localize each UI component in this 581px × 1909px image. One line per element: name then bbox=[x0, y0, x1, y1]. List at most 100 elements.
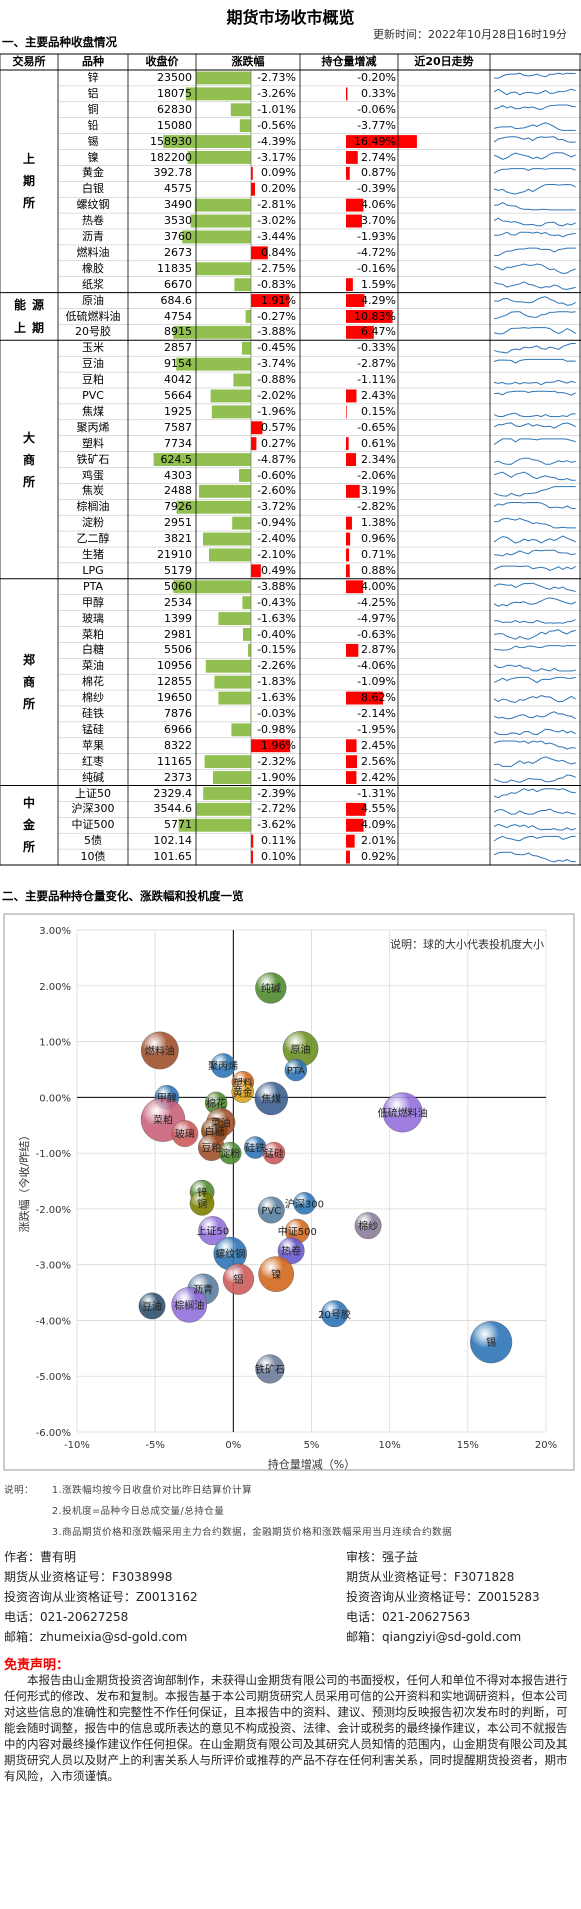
oi-change: -0.65% bbox=[357, 420, 396, 434]
bubble-label: 纯碱 bbox=[261, 982, 281, 995]
change-pct: -0.88% bbox=[257, 373, 296, 387]
close-price: 624.5 bbox=[160, 452, 193, 466]
variety-name: 淀粉 bbox=[82, 516, 104, 530]
bubble-label: 低硫燃料油 bbox=[378, 1106, 428, 1119]
page-title: 期货市场收市概览 bbox=[226, 8, 355, 27]
sparkline bbox=[493, 231, 576, 238]
author-license: 期货从业资格证号：F3038998 bbox=[4, 1570, 173, 1584]
oi-change: 4.06% bbox=[361, 198, 396, 212]
variety-name: 沪深300 bbox=[71, 802, 115, 816]
sparkline bbox=[493, 247, 576, 257]
variety-name: 聚丙烯 bbox=[76, 420, 110, 434]
oi-change: 2.34% bbox=[361, 452, 396, 466]
reviewer-consult-license: 投资咨询从业资格证号：Z0015283 bbox=[346, 1590, 540, 1604]
close-price: 11165 bbox=[157, 754, 192, 768]
variety-name: 黄金 bbox=[82, 166, 104, 180]
change-pct: -2.32% bbox=[257, 754, 296, 768]
oi-bar bbox=[346, 850, 350, 864]
bubble-菜油 bbox=[206, 1107, 236, 1137]
change-bar bbox=[196, 71, 251, 85]
bubble-豆油 bbox=[138, 1292, 166, 1320]
oi-change: -0.63% bbox=[357, 627, 396, 641]
change-bar bbox=[242, 341, 251, 355]
oi-change: 2.45% bbox=[361, 738, 396, 752]
change-bar bbox=[233, 373, 251, 387]
change-pct: -3.88% bbox=[257, 579, 296, 593]
sparkline bbox=[493, 808, 576, 815]
change-pct: -3.17% bbox=[257, 150, 296, 164]
close-price: 8915 bbox=[164, 325, 192, 339]
oi-bar bbox=[346, 771, 357, 784]
variety-name: 热卷 bbox=[82, 214, 104, 228]
oi-change: 4.09% bbox=[361, 818, 396, 832]
bubble-热卷 bbox=[277, 1237, 305, 1265]
oi-bar bbox=[346, 580, 364, 594]
change-pct: -2.10% bbox=[257, 548, 296, 561]
close-price: 7734 bbox=[164, 436, 192, 450]
bubble-label: 塑料 bbox=[233, 1076, 253, 1089]
change-bar bbox=[232, 516, 251, 530]
oi-change: -0.16% bbox=[357, 261, 396, 275]
x-tick-label: 20% bbox=[535, 1440, 557, 1451]
oi-change: 2.56% bbox=[361, 754, 396, 768]
variety-name: 铁矿石 bbox=[76, 452, 110, 466]
bubble-label: 玻璃 bbox=[175, 1128, 195, 1141]
close-price: 23500 bbox=[157, 71, 192, 84]
oi-bar bbox=[346, 405, 347, 419]
section-2-title: 二、主要品种持仓量变化、涨跌幅和投机度一览 bbox=[2, 889, 244, 903]
variety-name: 乙二醇 bbox=[76, 532, 110, 546]
change-pct: -2.81% bbox=[257, 198, 296, 212]
variety-name: 焦煤 bbox=[82, 404, 104, 418]
variety-name: 原油 bbox=[82, 293, 104, 307]
variety-name: 锰硅 bbox=[82, 722, 104, 736]
sparkline bbox=[493, 311, 576, 320]
bubble-铝 bbox=[222, 1263, 255, 1295]
oi-bar bbox=[346, 294, 365, 307]
change-pct: 0.84% bbox=[261, 245, 296, 259]
variety-name: 苹果 bbox=[82, 738, 104, 752]
sparkline bbox=[493, 629, 576, 640]
change-bar bbox=[218, 691, 251, 705]
close-price: 4042 bbox=[164, 373, 192, 387]
change-pct: -2.60% bbox=[257, 484, 296, 498]
oi-bar bbox=[346, 691, 384, 705]
x-tick-label: 10% bbox=[379, 1440, 401, 1451]
sparkline bbox=[493, 756, 576, 767]
bubble-硅铁 bbox=[244, 1136, 267, 1159]
change-bar bbox=[242, 596, 251, 610]
bubble-label: 上证50 bbox=[196, 1226, 229, 1238]
bubble-label: PVC bbox=[261, 1206, 281, 1217]
change-bar bbox=[203, 532, 251, 546]
change-pct: -0.94% bbox=[257, 516, 296, 530]
sparkline bbox=[493, 136, 576, 143]
bubble-棕榈油 bbox=[171, 1287, 208, 1323]
sparkline bbox=[493, 412, 576, 418]
change-pct: 0.27% bbox=[261, 436, 296, 450]
variety-name: 菜油 bbox=[82, 659, 104, 673]
sparkline bbox=[493, 88, 576, 96]
change-bar bbox=[214, 675, 251, 689]
close-price: 5664 bbox=[164, 389, 192, 402]
close-price: 18075 bbox=[157, 86, 192, 100]
variety-name: 镍 bbox=[87, 150, 99, 164]
reviewer-name: 审核：强子益 bbox=[346, 1550, 419, 1564]
sparkline bbox=[493, 835, 576, 842]
sparkline bbox=[493, 343, 576, 354]
header-1: 品种 bbox=[82, 55, 104, 68]
bubble-棉纱 bbox=[354, 1212, 382, 1240]
close-price: 5060 bbox=[164, 579, 192, 593]
close-price: 4303 bbox=[164, 468, 192, 482]
change-bar bbox=[163, 135, 251, 148]
close-price: 19650 bbox=[157, 691, 192, 705]
x-axis-label: 持仓量增减（%） bbox=[268, 1457, 355, 1471]
variety-name: PTA bbox=[82, 579, 104, 593]
reviewer-email: 邮箱：qiangziyi@sd-gold.com bbox=[346, 1630, 522, 1644]
oi-change: 0.61% bbox=[361, 436, 396, 450]
x-tick-label: 15% bbox=[457, 1440, 479, 1451]
sparkline bbox=[493, 486, 576, 497]
oi-change: -1.09% bbox=[357, 675, 396, 689]
y-tick-label: 2.00% bbox=[39, 982, 71, 993]
sparkline bbox=[493, 549, 576, 557]
bubble-label: 豆油 bbox=[142, 1300, 162, 1313]
change-pct: -1.96% bbox=[257, 404, 296, 418]
